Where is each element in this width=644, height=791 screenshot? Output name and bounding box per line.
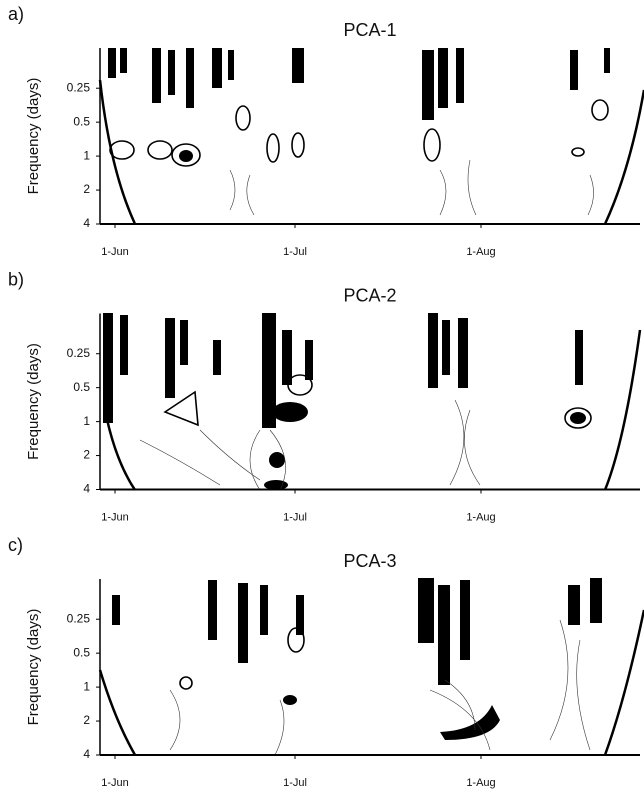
y-tick-label: 4: [83, 482, 90, 496]
y-tick-label: 4: [83, 747, 90, 761]
y-tick-label: 1: [83, 148, 90, 162]
x-tick-label: 1-Aug: [466, 777, 495, 789]
y-tick-label: 0.5: [73, 645, 90, 659]
y-tick-label: 4: [83, 216, 90, 230]
y-axis-label: Frequency (days): [25, 78, 42, 195]
x-tick-label: 1-Jun: [101, 246, 129, 258]
panel-label: c): [8, 535, 23, 555]
x-tick-label: 1-Jun: [101, 511, 129, 523]
y-tick-label: 0.25: [67, 346, 91, 360]
panel-decor: [98, 578, 644, 756]
x-tick-label: 1-Jul: [283, 511, 307, 523]
panel-decor: [103, 313, 642, 491]
y-tick-label: 0.25: [67, 80, 91, 94]
y-tick-label: 2: [83, 182, 90, 196]
y-axis-label: Frequency (days): [25, 609, 42, 726]
y-axis-label: Frequency (days): [25, 343, 42, 460]
x-tick-label: 1-Jul: [283, 777, 307, 789]
y-tick-label: 2: [83, 448, 90, 462]
x-tick-label: 1-Jun: [101, 777, 129, 789]
chart-title: PCA-3: [343, 551, 396, 571]
y-tick-label: 0.5: [73, 114, 90, 128]
chart-title: PCA-2: [343, 285, 396, 305]
panel: a) PCA-1 Frequency (days) 0.25 0.5 1 2 4 1-Jun 1-…: [8, 4, 640, 258]
panel-label: a): [8, 4, 24, 24]
x-tick-label: 1-Jul: [283, 246, 307, 258]
panel-label: b): [8, 269, 24, 289]
chart-title: PCA-1: [343, 20, 396, 40]
y-tick-label: 1: [83, 414, 90, 428]
panel: c) PCA-3 Frequency (days) 0.25 0.5 1 2 4 1-Jun 1-…: [8, 535, 640, 789]
x-tick-label: 1-Aug: [466, 511, 495, 523]
y-tick-label: 1: [83, 679, 90, 693]
panel: b) PCA-2 Frequency (days) 0.25 0.5 1 2 4 1-Jun 1-…: [8, 269, 640, 523]
panel-decor: [98, 48, 644, 225]
x-tick-label: 1-Aug: [466, 246, 495, 258]
y-tick-label: 0.5: [73, 380, 90, 394]
y-tick-label: 0.25: [67, 611, 91, 625]
y-tick-label: 2: [83, 713, 90, 727]
